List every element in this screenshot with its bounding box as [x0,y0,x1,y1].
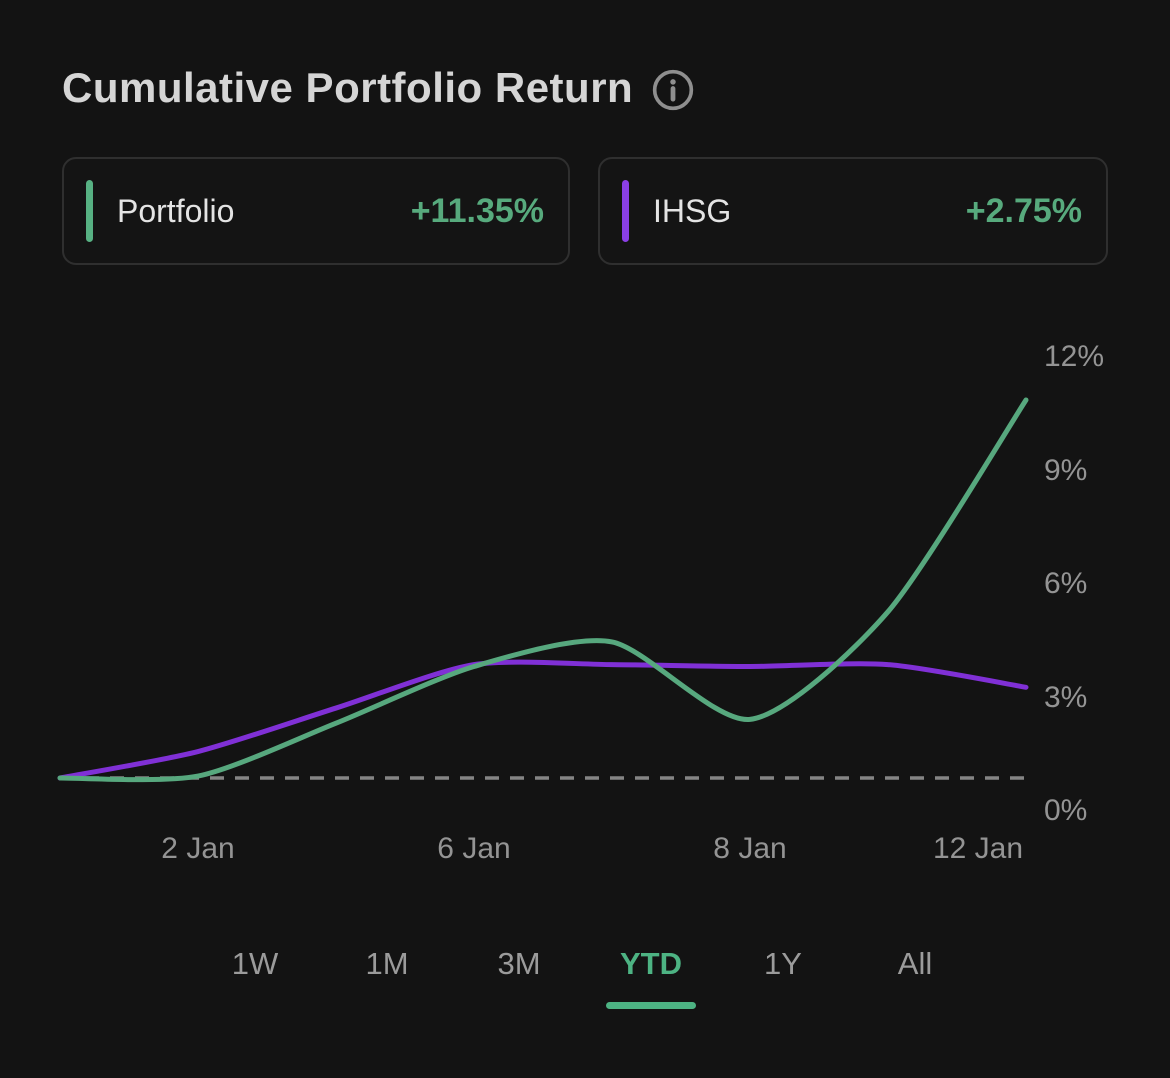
tab-1w-label: 1W [231,946,279,981]
tab-1m[interactable]: 1M [321,942,453,1014]
tab-ytd-label: YTD [620,946,682,981]
page-title: Cumulative Portfolio Return [62,63,634,111]
portfolio-label: Portfolio [117,192,235,229]
ihsg-return-value: +2.75% [965,191,1082,230]
portfolio-legend-card[interactable]: Portfolio +11.35% [62,157,570,265]
y-axis-label: 9% [1044,453,1088,487]
ihsg-line [57,659,1029,781]
tab-3m[interactable]: 3M [453,942,585,1014]
tab-1y-label: 1Y [764,946,802,981]
y-axis-label: 0% [1044,794,1088,827]
portfolio-return-value: +11.35% [410,191,544,230]
x-axis-label: 12 Jan [932,832,1024,865]
info-icon[interactable] [651,68,695,112]
ihsg-legend-card[interactable]: IHSG +2.75% [598,157,1108,265]
y-axis-label: 3% [1044,680,1088,714]
tab-3m-label: 3M [497,946,541,981]
period-tabs: 1W 1M 3M YTD 1Y All [0,942,1170,1014]
ihsg-accent-bar [622,180,629,242]
y-axis-label: 12% [1044,340,1105,374]
tab-all[interactable]: All [849,942,981,1014]
tab-1w[interactable]: 1W [189,942,321,1014]
portfolio-line [57,397,1029,783]
x-axis-label: 6 Jan [437,832,511,865]
ihsg-label: IHSG [653,192,732,229]
tab-all-label: All [897,946,933,981]
portfolio-accent-bar [86,180,93,242]
tab-1m-label: 1M [365,946,409,981]
tab-ytd[interactable]: YTD [585,942,717,1014]
x-axis-label: 8 Jan [713,832,787,865]
x-axis-label: 2 Jan [161,832,235,865]
tab-1y[interactable]: 1Y [717,942,849,1014]
y-axis-label: 6% [1044,567,1088,601]
panel-header: Cumulative Portfolio Return [62,64,695,112]
